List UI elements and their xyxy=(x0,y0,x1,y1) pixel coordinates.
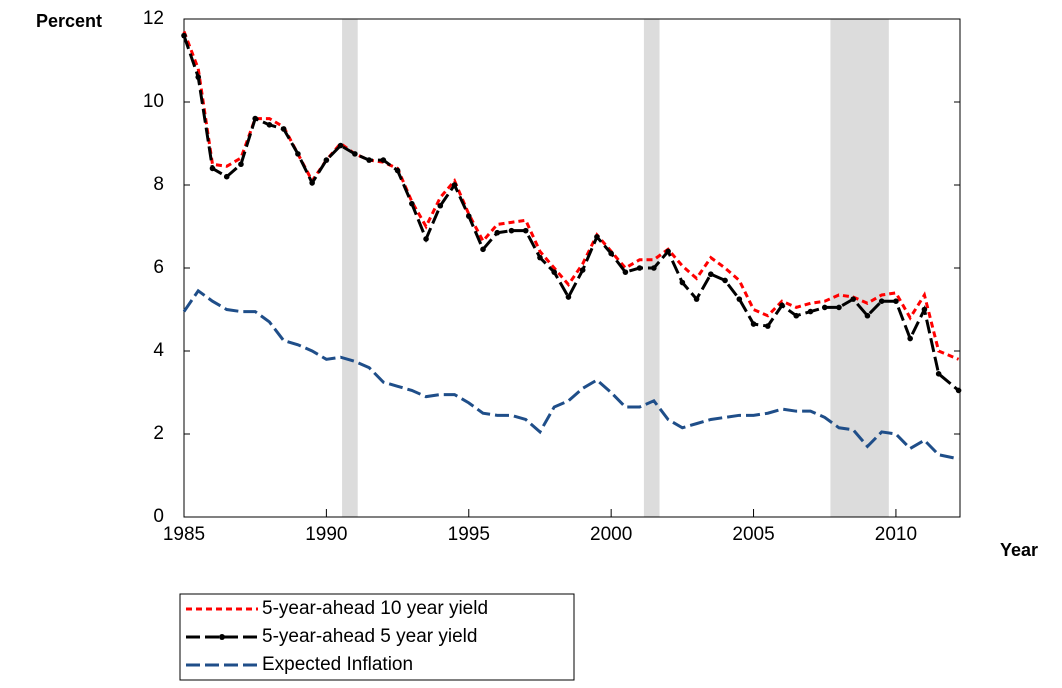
point-marker xyxy=(921,306,928,313)
point-marker xyxy=(295,151,301,157)
point-marker xyxy=(893,298,899,305)
point-marker xyxy=(366,157,372,163)
point-marker xyxy=(280,126,287,132)
y-tick-label: 2 xyxy=(153,423,164,444)
point-marker xyxy=(223,173,230,180)
x-tick-label: 2000 xyxy=(590,524,632,545)
point-marker xyxy=(864,312,871,319)
y-axis-label: Percent xyxy=(36,11,102,31)
y-tick-label: 12 xyxy=(143,8,164,29)
y-tick-label: 0 xyxy=(153,506,164,527)
point-marker xyxy=(352,151,358,157)
point-marker xyxy=(836,304,842,311)
point-marker xyxy=(337,142,344,149)
x-tick-label: 1985 xyxy=(163,524,205,545)
point-marker xyxy=(480,246,486,253)
point-marker xyxy=(608,250,614,257)
legend-label: 5-year-ahead 10 year yield xyxy=(262,598,488,619)
x-tick-label: 1990 xyxy=(305,524,347,545)
point-marker xyxy=(708,271,714,278)
point-marker xyxy=(508,227,515,234)
point-marker xyxy=(537,254,543,261)
x-axis-label: Year xyxy=(1000,540,1038,560)
point-marker xyxy=(750,321,757,327)
x-tick-label: 1995 xyxy=(448,524,490,545)
point-marker xyxy=(238,161,244,168)
point-marker xyxy=(551,269,558,275)
point-marker xyxy=(195,74,202,80)
legend-label: Expected Inflation xyxy=(262,654,413,675)
y-tick-label: 8 xyxy=(153,174,164,195)
point-marker xyxy=(181,32,187,39)
point-marker xyxy=(522,227,529,234)
y-tick-label: 4 xyxy=(153,340,164,361)
point-marker xyxy=(736,296,743,302)
x-tick-label: 2010 xyxy=(875,524,917,545)
x-tick-label: 2005 xyxy=(732,524,774,545)
point-marker xyxy=(636,265,643,271)
point-marker xyxy=(651,265,657,271)
point-marker xyxy=(494,229,501,236)
point-marker xyxy=(565,294,572,300)
y-tick-label: 10 xyxy=(143,91,164,112)
point-marker xyxy=(323,157,330,163)
point-marker xyxy=(850,296,857,302)
point-marker xyxy=(693,296,700,302)
point-marker xyxy=(579,267,586,273)
point-marker xyxy=(409,200,415,207)
point-marker xyxy=(622,269,629,275)
point-marker xyxy=(451,182,458,188)
legend-label: 5-year-ahead 5 year yield xyxy=(262,626,477,647)
point-marker xyxy=(394,167,401,174)
point-marker xyxy=(764,323,771,329)
point-marker xyxy=(309,180,315,186)
point-marker xyxy=(209,165,216,172)
recession-band xyxy=(830,19,889,517)
point-marker xyxy=(779,302,785,309)
point-marker xyxy=(380,157,387,163)
point-marker xyxy=(266,122,273,128)
point-marker xyxy=(935,371,942,377)
series-line xyxy=(182,288,959,461)
point-marker xyxy=(907,335,913,342)
point-marker xyxy=(423,236,429,242)
point-marker xyxy=(807,308,814,315)
point-marker xyxy=(252,115,258,122)
point-marker xyxy=(878,298,885,305)
point-marker xyxy=(722,277,728,284)
point-marker xyxy=(793,312,800,319)
recession-band xyxy=(342,19,358,517)
legend-marker xyxy=(219,634,225,640)
point-marker xyxy=(821,304,828,311)
point-marker xyxy=(594,234,600,240)
point-marker xyxy=(955,387,962,394)
point-marker xyxy=(465,213,472,219)
point-marker xyxy=(679,279,686,286)
y-tick-label: 6 xyxy=(153,257,164,278)
point-marker xyxy=(437,202,444,209)
point-marker xyxy=(665,248,671,255)
